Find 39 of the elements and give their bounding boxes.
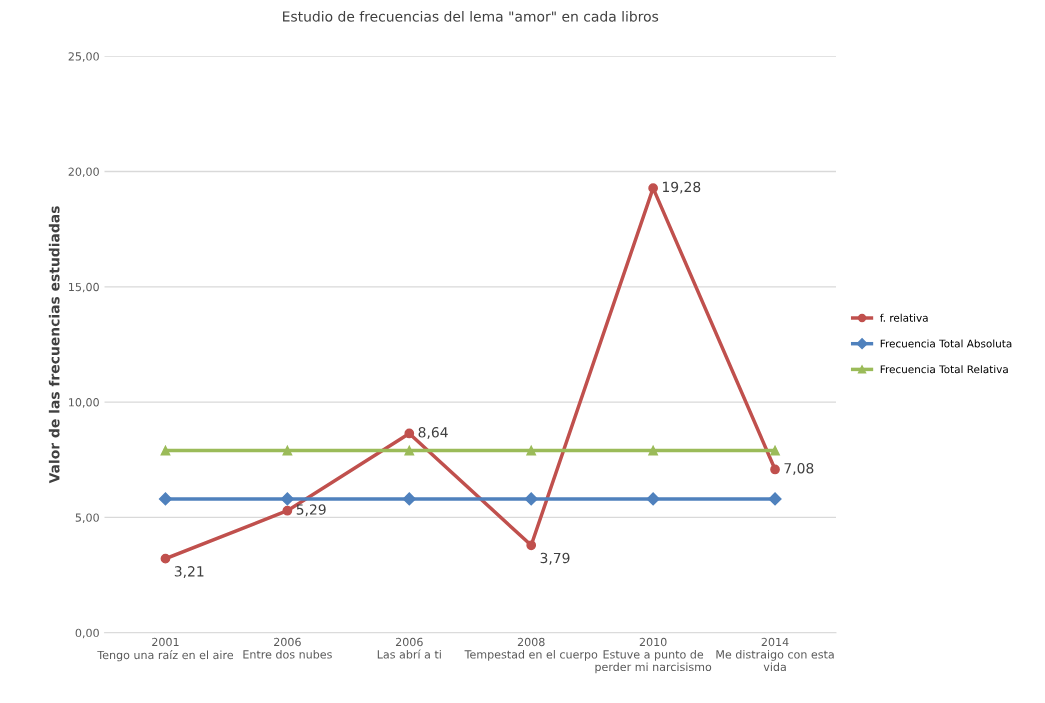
point [280, 492, 294, 506]
data-label: 3,79 [540, 552, 570, 565]
point [648, 445, 658, 456]
point [160, 553, 171, 564]
data-label: 3,21 [174, 566, 204, 579]
point [282, 445, 293, 456]
point [648, 183, 658, 193]
point [160, 445, 171, 456]
x-tick-label: 2006 Entre dos nubes [243, 637, 332, 659]
x-tick-label: 2001 Tengo una raíz en el aire [97, 637, 234, 662]
y-tick-label: 0,00 [75, 628, 99, 639]
data-label: 8,64 [418, 427, 448, 439]
y-tick-label: 5,00 [75, 513, 99, 523]
point [524, 492, 538, 506]
legend-label: Frecuencia Total Relativa [880, 365, 1008, 374]
y-tick-label: 20,00 [68, 167, 99, 178]
point [770, 445, 780, 456]
legend-label: Frecuencia Total Absoluta [880, 339, 1012, 348]
data-label: 5,29 [296, 504, 326, 517]
y-tick-label: 25,00 [68, 52, 99, 62]
x-tick-label: 2006 Las abrí a ti [377, 637, 441, 659]
y-tick-label: 10,00 [69, 398, 99, 408]
point [402, 492, 416, 506]
point [404, 428, 415, 439]
point [526, 445, 537, 456]
point [282, 505, 293, 516]
chart-title: Estudio de frecuencias del lema "amor" en cada libros [283, 10, 659, 22]
y-tick-label: 15,00 [69, 282, 99, 293]
point [404, 445, 415, 456]
point [526, 540, 537, 551]
data-label: 7,08 [784, 462, 814, 475]
x-tick-label: 2014 Me distraigo con esta vida [716, 637, 834, 672]
data-label: 19,28 [662, 181, 701, 194]
point [646, 492, 660, 506]
legend-label: f. relativa [880, 313, 928, 322]
y-axis-title: Valor de las frecuencias estudiadas [48, 206, 60, 484]
point [768, 492, 782, 506]
point [158, 492, 173, 506]
point [770, 464, 780, 475]
